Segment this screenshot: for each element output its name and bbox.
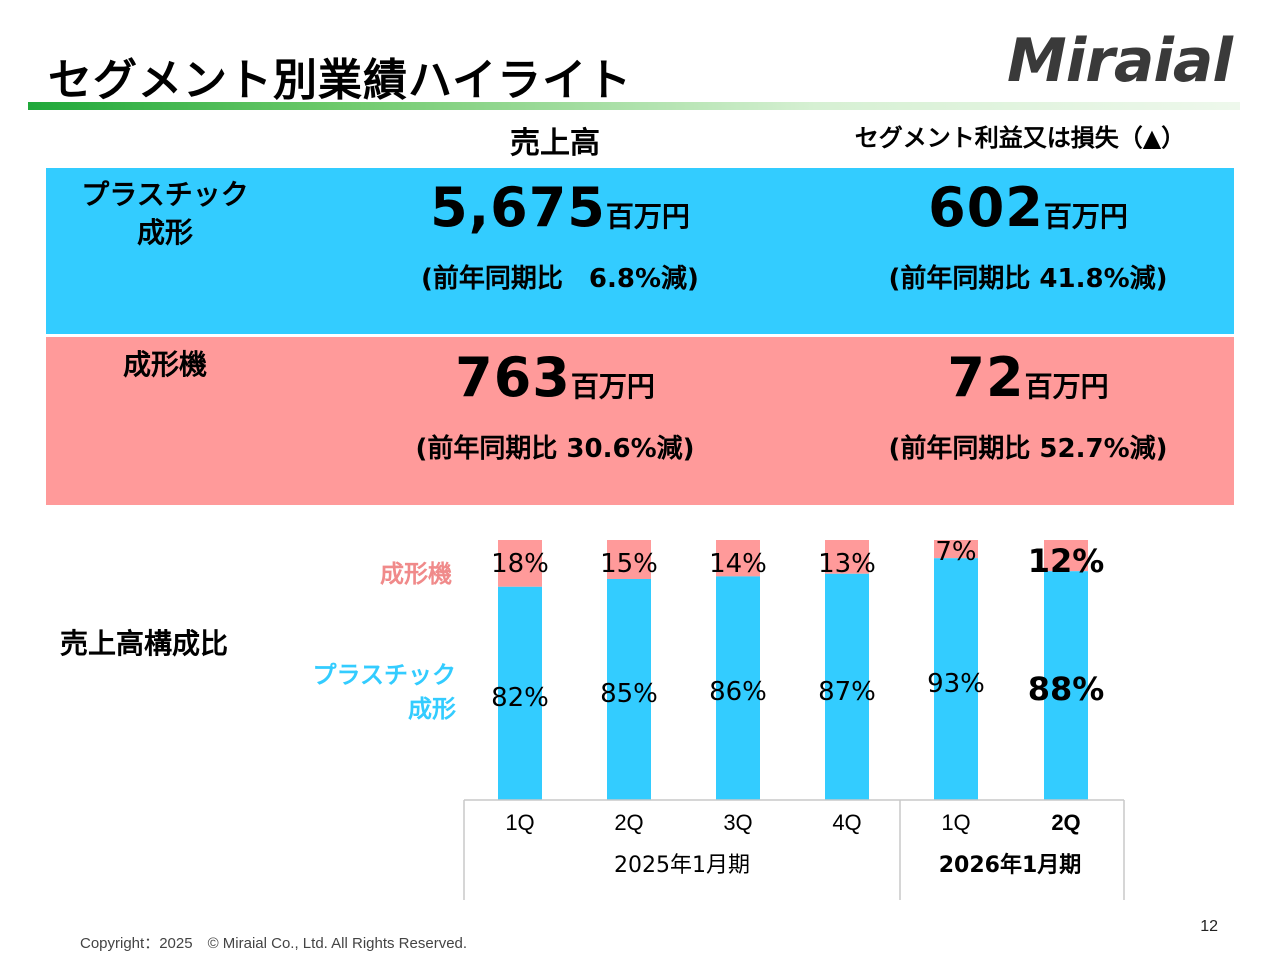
x-tick-label-3: 4Q [832, 810, 861, 835]
bar-molding-3 [825, 540, 869, 574]
plastic-sales-figure: 5,675百万円 [360, 176, 760, 239]
bar-molding-4 [934, 540, 978, 559]
miraial-logo: Miraial [1007, 26, 1233, 96]
composition-label: 売上高構成比 [60, 627, 229, 660]
group-label-0: 2025年1月期 [614, 853, 750, 878]
plastic-profit-figure: 602百万円 [828, 176, 1228, 239]
x-tick-label-1: 2Q [614, 810, 643, 835]
copyright-footer: Copyright：2025 © Miraial Co., Ltd. All R… [80, 935, 468, 952]
bar-molding-1 [607, 540, 651, 579]
label-plastic-4: 93% [927, 669, 985, 699]
bar-plastic-0 [498, 586, 542, 800]
x-tick-label-4: 1Q [941, 810, 970, 835]
plastic-label-line1: プラスチック [81, 178, 249, 211]
molding-segment-band [46, 337, 1234, 505]
bar-plastic-1 [607, 579, 651, 800]
label-molding-4: 7% [935, 537, 976, 567]
label-molding-1: 15% [600, 549, 658, 579]
plastic-profit-yoy: (前年同期比 41.8%減) [888, 264, 1168, 294]
bar-plastic-3 [825, 573, 869, 800]
plastic-profit-value: 602 [928, 176, 1044, 239]
plastic-segment-band [46, 168, 1234, 334]
x-tick-label-0: 1Q [505, 810, 534, 835]
label-molding-3: 13% [818, 549, 876, 579]
label-plastic-0: 82% [491, 683, 549, 713]
group-label-1: 2026年1月期 [939, 852, 1082, 878]
bar-plastic-4 [934, 558, 978, 800]
molding-segment-label: 成形機 [122, 348, 207, 381]
plastic-sales-yoy: (前年同期比 6.8%減) [421, 264, 699, 294]
label-molding-0: 18% [491, 549, 549, 579]
molding-sales-yoy: (前年同期比 30.6%減) [415, 434, 695, 464]
profit-column-header: セグメント利益又は損失（▲） [854, 124, 1186, 152]
label-plastic-5: 88% [1028, 670, 1105, 708]
label-plastic-2: 86% [709, 677, 767, 707]
x-tick-label-2: 3Q [723, 810, 752, 835]
molding-sales-value: 763 [455, 346, 571, 409]
molding-profit-yoy: (前年同期比 52.7%減) [888, 434, 1168, 464]
plastic-label-line2: 成形 [136, 216, 193, 249]
bar-molding-2 [716, 540, 760, 577]
legend-plastic: プラスチック 成形 [312, 658, 456, 726]
plastic-profit-unit: 百万円 [1043, 200, 1128, 233]
page-number: 12 [1200, 918, 1218, 935]
molding-sales-figure: 763百万円 [355, 346, 755, 409]
legend-plastic-line2: 成形 [408, 695, 456, 723]
sales-column-header: 売上高 [510, 126, 600, 161]
molding-profit-figure: 72百万円 [828, 346, 1228, 409]
bar-molding-0 [498, 540, 542, 587]
molding-profit-value: 72 [947, 346, 1025, 409]
label-molding-5: 12% [1028, 542, 1105, 580]
label-plastic-1: 85% [600, 679, 658, 709]
legend-plastic-line1: プラスチック [312, 661, 456, 689]
molding-profit-unit: 百万円 [1024, 370, 1109, 403]
bar-plastic-5 [1044, 571, 1088, 800]
bar-plastic-2 [716, 576, 760, 800]
plastic-segment-label: プラスチック 成形 [70, 176, 260, 252]
bar-molding-5 [1044, 540, 1088, 572]
molding-sales-unit: 百万円 [570, 370, 655, 403]
page-title: セグメント別業績ハイライト [48, 55, 633, 106]
title-underline [28, 102, 1240, 110]
plastic-sales-unit: 百万円 [605, 200, 690, 233]
x-tick-label-5: 2Q [1051, 810, 1080, 835]
label-molding-2: 14% [709, 549, 767, 579]
plastic-sales-value: 5,675 [430, 176, 606, 239]
label-plastic-3: 87% [818, 677, 876, 707]
legend-molding: 成形機 [380, 560, 452, 588]
